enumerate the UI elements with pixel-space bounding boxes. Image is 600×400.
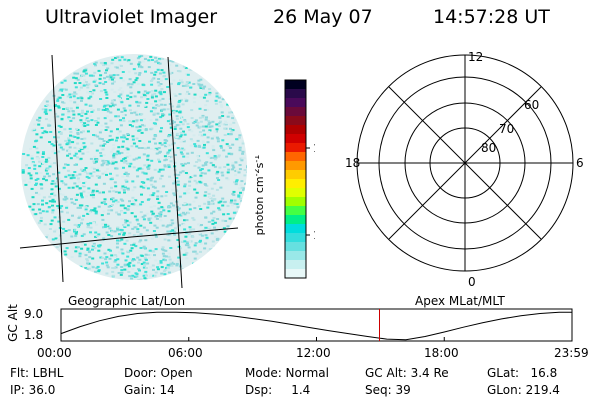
colorbar-cell <box>285 197 306 207</box>
filter-info: Flt: LBHL <box>10 366 64 380</box>
colorbar-cell <box>285 242 306 252</box>
glat-info: GLat: 16.8 <box>487 366 558 380</box>
colorbar-cell <box>285 188 306 198</box>
polar-panel-label: Apex MLat/MLT <box>415 294 505 308</box>
colorbar-frame <box>284 79 307 279</box>
colorbar-cell <box>285 269 306 279</box>
timeline-x-tick-4: 23:59 <box>554 346 589 360</box>
dsp-info: Dsp: 1.4 <box>245 383 311 397</box>
ip-info: IP: 36.0 <box>10 383 56 397</box>
geographic-panel-label: Geographic Lat/Lon <box>68 294 186 308</box>
altitude-timeline-plot <box>60 308 573 342</box>
mlt-label-6: 6 <box>576 156 584 170</box>
mlat-label-70: 70 <box>499 122 514 136</box>
colorbar-cell <box>285 170 306 180</box>
colorbar-cell <box>285 125 306 135</box>
polar-diagonal-2 <box>388 86 542 240</box>
colorbar-cell <box>285 98 306 108</box>
colorbar-cell <box>285 251 306 261</box>
parallel-line <box>19 227 239 249</box>
instrument-title: Ultraviolet Imager <box>45 6 218 28</box>
timeline-x-tick-2: 12:00 <box>296 346 331 360</box>
meridian-line-2 <box>167 56 183 289</box>
colorbar-cell <box>285 107 306 117</box>
colorbar-gradient <box>285 80 306 279</box>
colorbar-cell <box>285 215 306 225</box>
gain-info: Gain: 14 <box>124 383 175 397</box>
glon-info: GLon: 219.4 <box>487 383 560 397</box>
colorbar-tick-label-10: 10 <box>313 229 315 242</box>
polar-mlat-mlt-plot: 12 18 6 0 80 70 60 <box>345 50 584 288</box>
colorbar-tick-label-100: 100 <box>313 142 315 155</box>
colorbar-cell <box>285 206 306 216</box>
timeline-x-tick-1: 06:00 <box>168 346 203 360</box>
timeline-y-tick-max: 9.0 <box>24 307 44 321</box>
gc-alt-info: GC Alt: 3.4 Re <box>365 366 449 380</box>
colorbar-cell <box>285 134 306 144</box>
altitude-curve <box>60 311 572 341</box>
colorbar-axis-label: photon cm-2s-1 <box>255 155 266 236</box>
lat-lon-grid <box>19 54 239 289</box>
mode-info: Mode: Normal <box>245 366 329 380</box>
door-info: Door: Open <box>124 366 193 380</box>
colorbar-cell <box>285 233 306 243</box>
colorbar-cell <box>285 116 306 126</box>
date-label: 26 May 07 <box>273 6 373 28</box>
colorbar-cell <box>285 260 306 270</box>
mlt-label-12: 12 <box>468 50 483 64</box>
timeline-x-tick-3: 18:00 <box>424 346 459 360</box>
colorbar-cell <box>285 179 306 189</box>
time-label: 14:57:28 UT <box>433 6 550 28</box>
colorbar-cell <box>285 80 306 90</box>
timeline-x-tick-0: 00:00 <box>37 346 72 360</box>
colorbar-cell <box>285 143 306 153</box>
timeline-y-tick-min: 1.8 <box>24 328 44 342</box>
colorbar-cell <box>285 224 306 234</box>
mlt-label-18: 18 <box>345 156 360 170</box>
colorbar: photon cm-2s-1 100 10 <box>255 79 315 279</box>
colorbar-cell <box>285 152 306 162</box>
timeline-x-tick-marks <box>60 337 573 341</box>
colorbar-cell <box>285 161 306 171</box>
mlt-label-0: 0 <box>468 275 476 288</box>
uv-intensity-speckles <box>21 55 247 280</box>
mlat-label-60: 60 <box>524 98 539 112</box>
seq-info: Seq: 39 <box>365 383 411 397</box>
colorbar-cell <box>285 89 306 99</box>
mlat-label-80: 80 <box>481 141 496 155</box>
timeline-y-axis-label: GC Alt <box>6 304 20 342</box>
